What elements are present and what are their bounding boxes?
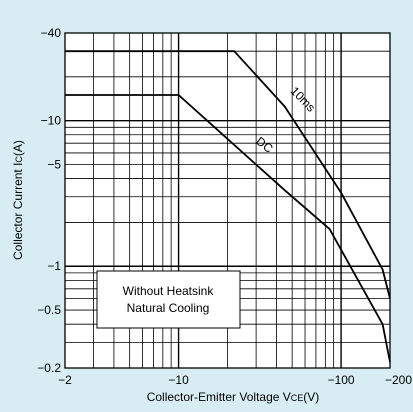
x-tick-label: −100 [328,373,355,387]
annotation-frame [96,270,241,329]
x-axis-label: Collector-Emitter Voltage VCE(V) [147,390,320,404]
annotation-line-1: Without Heatsink [123,284,215,298]
annotation-box: Without Heatsink Natural Cooling [96,270,241,329]
y-tick-label: −10 [41,114,62,128]
series-line-10ms [65,50,391,299]
series-layer [65,50,391,363]
y-tick-label: −0.5 [37,303,61,317]
y-tick-label: −1 [47,259,61,273]
plot-frame [64,32,391,369]
y-tick-label: −40 [41,26,62,40]
x-tick-label: −10 [168,373,189,387]
y-axis-label: Collector Current IC(A) [11,140,25,260]
y-tick-label: −0.2 [37,361,61,375]
tick-labels: −2 −10 −100 −200 −40 −10 −5 −1 −0.5 −0.2 [37,26,412,387]
series-line-dc [65,94,391,363]
x-tick-label: −2 [58,373,72,387]
y-tick-label: −5 [47,157,61,171]
x-tick-label: −200 [385,373,412,387]
annotation-line-2: Natural Cooling [127,301,210,315]
